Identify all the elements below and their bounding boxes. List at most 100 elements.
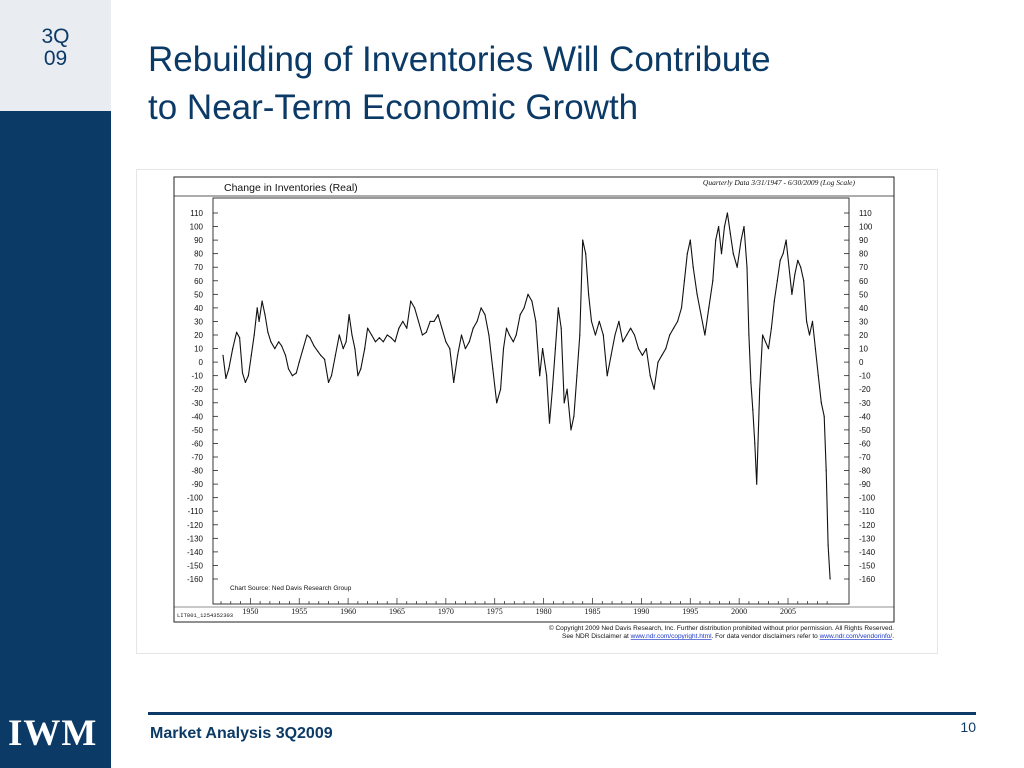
data-point bbox=[258, 320, 260, 322]
data-point bbox=[410, 300, 412, 302]
data-point bbox=[338, 334, 340, 336]
data-point bbox=[492, 368, 494, 370]
y-tick-label-right: 30 bbox=[859, 317, 868, 326]
x-axis: 1950 1955 1960 1965 1970 1975 1980 1985 1990 1995… bbox=[220, 598, 828, 616]
data-point bbox=[797, 259, 799, 261]
data-point bbox=[590, 320, 593, 322]
data-point bbox=[241, 372, 244, 374]
x-tick-label: 1975 bbox=[487, 607, 503, 616]
data-point bbox=[222, 354, 224, 356]
data-point bbox=[291, 375, 293, 377]
y-tick-label-right: 50 bbox=[859, 290, 868, 299]
data-point bbox=[327, 381, 330, 383]
data-point bbox=[630, 327, 632, 329]
data-point bbox=[782, 253, 784, 255]
sidebar-band bbox=[0, 0, 111, 768]
series-points bbox=[222, 212, 831, 580]
y-tick-label-right: -50 bbox=[859, 426, 871, 435]
footer-divider bbox=[148, 712, 976, 715]
y-tick-label-left: 10 bbox=[194, 345, 203, 354]
data-point bbox=[374, 341, 377, 343]
data-point bbox=[764, 341, 767, 343]
data-point bbox=[700, 314, 702, 316]
y-tick-label-right: 60 bbox=[859, 277, 868, 286]
y-tick-label-right: -10 bbox=[859, 372, 871, 381]
data-point bbox=[740, 239, 742, 241]
data-point bbox=[820, 402, 822, 404]
data-point bbox=[573, 415, 575, 417]
data-point bbox=[484, 314, 486, 316]
data-point bbox=[720, 253, 723, 255]
data-point bbox=[360, 368, 362, 370]
data-point bbox=[673, 327, 675, 329]
y-tick-label-right: 80 bbox=[859, 250, 868, 259]
y-tick-label-right: -120 bbox=[859, 521, 876, 530]
data-point bbox=[468, 341, 470, 343]
data-point bbox=[718, 226, 720, 228]
data-point bbox=[502, 348, 505, 350]
data-point bbox=[746, 266, 748, 268]
y-tick-label-left: 100 bbox=[190, 223, 204, 232]
data-point bbox=[622, 341, 624, 343]
x-tick-label: 1985 bbox=[585, 607, 601, 616]
data-point bbox=[309, 337, 311, 339]
copyright-text-b: . For data vendor disclaimers refer to bbox=[712, 633, 820, 640]
data-point bbox=[657, 361, 659, 363]
inventory-change-series bbox=[222, 212, 831, 580]
data-point bbox=[274, 348, 276, 350]
data-point bbox=[496, 402, 498, 404]
y-axis-right: 1101009080706050403020100-10-20-30-40-50… bbox=[844, 209, 876, 584]
data-point bbox=[767, 348, 770, 350]
y-tick-label-right: -60 bbox=[859, 439, 871, 448]
data-point bbox=[752, 409, 754, 411]
data-point bbox=[460, 334, 463, 336]
data-point bbox=[232, 348, 234, 350]
y-tick-label-left: 0 bbox=[199, 358, 204, 367]
data-point bbox=[386, 334, 388, 336]
data-point bbox=[256, 307, 258, 309]
data-point bbox=[228, 368, 230, 370]
data-point bbox=[472, 327, 474, 329]
data-point bbox=[827, 544, 829, 546]
data-point bbox=[665, 348, 667, 350]
data-point bbox=[814, 348, 817, 350]
data-point bbox=[390, 337, 392, 339]
data-point bbox=[704, 334, 706, 336]
data-point bbox=[712, 280, 714, 282]
data-point bbox=[645, 348, 647, 350]
data-point bbox=[535, 320, 537, 322]
data-point bbox=[421, 334, 423, 336]
data-point bbox=[779, 259, 781, 261]
y-tick-label-left: -100 bbox=[187, 494, 204, 503]
data-point bbox=[750, 381, 752, 383]
data-point bbox=[348, 314, 350, 316]
y-tick-label-right: -110 bbox=[859, 507, 875, 516]
y-tick-label-right: -80 bbox=[859, 467, 871, 476]
data-point bbox=[437, 314, 439, 316]
copyright-link[interactable]: www.ndr.com/copyright.html bbox=[630, 633, 712, 640]
y-tick-label-right: 110 bbox=[859, 209, 872, 218]
data-point bbox=[330, 375, 333, 377]
data-point bbox=[334, 354, 336, 356]
data-point bbox=[531, 300, 533, 302]
data-point bbox=[794, 273, 796, 275]
data-point bbox=[295, 372, 297, 374]
data-point bbox=[225, 377, 227, 379]
data-point bbox=[546, 375, 548, 377]
data-point bbox=[570, 429, 572, 431]
copyright-line1: © Copyright 2009 Ned Davis Research, Inc… bbox=[549, 624, 894, 632]
data-point bbox=[398, 327, 400, 329]
y-tick-label-left: -150 bbox=[187, 561, 204, 570]
chart-outer-box bbox=[173, 176, 895, 623]
data-point bbox=[808, 334, 811, 336]
badge-year: 09 bbox=[43, 47, 68, 70]
chart-id-label: LIT001_1254352303 bbox=[177, 612, 233, 619]
vendor-info-link[interactable]: www.ndr.com/vendorinfo/ bbox=[819, 633, 893, 640]
y-tick-label-right: -100 bbox=[859, 494, 876, 503]
y-tick-label-left: -70 bbox=[191, 453, 203, 462]
y-tick-label-left: 90 bbox=[194, 236, 203, 245]
data-point bbox=[542, 348, 544, 350]
data-point bbox=[756, 483, 758, 485]
data-point bbox=[357, 375, 359, 377]
data-point bbox=[686, 253, 688, 255]
